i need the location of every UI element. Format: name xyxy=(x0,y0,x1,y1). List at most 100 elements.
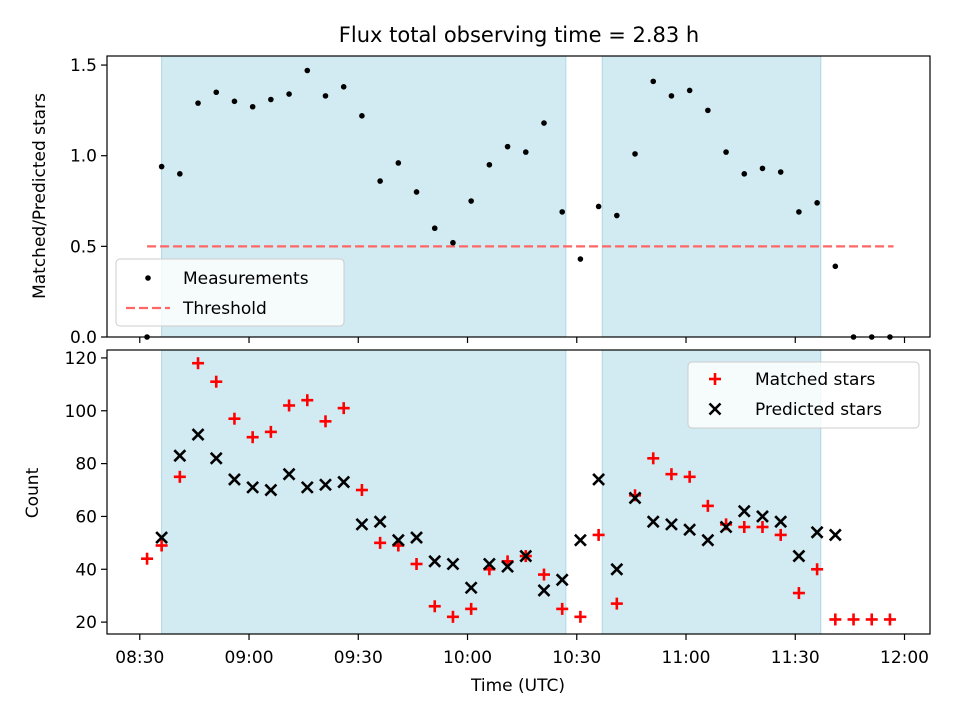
matched-star-point xyxy=(264,425,277,438)
x-tick-label: 08:30 xyxy=(115,648,164,668)
matched-star-point xyxy=(556,602,569,615)
measurement-point xyxy=(450,239,456,246)
predicted-star-point xyxy=(391,533,405,547)
predicted-star-point-b xyxy=(191,428,205,441)
y-tick-label: 20 xyxy=(75,613,97,633)
predicted-star-point-b xyxy=(228,473,241,486)
measurement-point xyxy=(395,160,402,166)
bottom-legend-box xyxy=(687,361,920,429)
measurement-point xyxy=(486,161,493,168)
top-legend: Measurements Threshold xyxy=(115,258,345,327)
matched-star-point xyxy=(610,597,623,610)
legend-matched-label: Matched stars xyxy=(755,370,875,390)
predicted-star-point xyxy=(628,491,642,505)
legend-measurements-label: Measurements xyxy=(183,269,309,289)
matched-star-point xyxy=(592,528,605,541)
measurement-point xyxy=(231,98,238,105)
measurement-point xyxy=(413,189,420,195)
legend-predicted-label: Predicted stars xyxy=(755,400,882,420)
predicted-star-point-b xyxy=(319,478,332,492)
predicted-star-point xyxy=(665,517,678,531)
predicted-star-point xyxy=(592,473,606,486)
predicted-star-point xyxy=(155,531,169,544)
predicted-star-point-b xyxy=(209,451,223,465)
measurement-point xyxy=(814,200,820,206)
predicted-star-point xyxy=(464,581,478,595)
predicted-star-point xyxy=(482,557,496,571)
matched-star-point xyxy=(283,399,296,412)
predicted-star-point-b xyxy=(828,528,842,542)
measurement-point xyxy=(668,93,675,99)
predicted-star-point xyxy=(555,573,569,587)
matched-star-point xyxy=(173,470,186,483)
measurement-point xyxy=(268,96,274,103)
predicted-star-point-b xyxy=(410,531,423,544)
predicted-star-point-b xyxy=(683,523,697,537)
measurement-point xyxy=(213,89,220,96)
predicted-star-point-b xyxy=(792,549,806,563)
predicted-star-point-b xyxy=(446,557,460,571)
x-tick-label: 10:00 xyxy=(443,648,492,668)
measurement-point xyxy=(614,212,620,219)
y-tick-label: 80 xyxy=(75,455,97,475)
y-tick-label: 100 xyxy=(65,402,97,422)
legend-predicted-cross xyxy=(708,402,722,416)
predicted-star-point xyxy=(810,525,824,539)
predicted-star-point-b xyxy=(337,475,351,489)
matched-star-point xyxy=(319,415,332,428)
predicted-star-point-b xyxy=(555,573,569,587)
x-tick-label: 10:30 xyxy=(552,648,601,668)
bottom-x-ticks: 08:30 09:00 09:30 10:00 10:30 11:00 11:30 12:00 xyxy=(115,634,929,668)
predicted-star-point-b xyxy=(373,515,387,529)
predicted-star-point xyxy=(246,480,260,494)
predicted-star-point xyxy=(756,510,769,523)
matched-star-point xyxy=(865,613,878,626)
measurement-point xyxy=(650,78,657,85)
bottom-legend: Matched stars Predicted stars xyxy=(687,361,920,429)
predicted-star-point xyxy=(191,428,205,441)
matched-star-point xyxy=(155,539,168,552)
matched-star-point xyxy=(665,468,678,481)
measurement-point xyxy=(723,149,729,155)
measurement-point xyxy=(559,209,565,215)
matched-star-point xyxy=(847,613,860,626)
shaded-span-1 xyxy=(601,55,822,338)
matched-star-point xyxy=(374,536,387,549)
matched-star-point xyxy=(192,357,205,370)
measurement-point xyxy=(322,93,329,99)
predicted-star-point xyxy=(373,515,387,529)
predicted-star-point-b xyxy=(774,515,788,529)
matched-star-point xyxy=(410,557,423,570)
bottom-panel: 20 40 60 80 100 120 08:30 09:00 09:30 10:00 10:30… xyxy=(23,349,931,696)
predicted-star-point xyxy=(209,451,223,465)
predicted-star-point xyxy=(319,478,332,492)
predicted-star-point xyxy=(646,515,660,529)
predicted-star-point-b xyxy=(719,520,733,534)
predicted-star-point xyxy=(519,549,533,563)
x-tick-label: 09:00 xyxy=(225,648,274,668)
predicted-star-point-b xyxy=(665,517,678,531)
predicted-star-point-b xyxy=(573,533,587,547)
predicted-star-point-b xyxy=(264,483,278,497)
predicted-star-point xyxy=(446,557,460,571)
shaded-span-0 xyxy=(161,349,567,635)
matched-star-point xyxy=(465,602,478,615)
matched-star-point xyxy=(141,552,154,565)
predicted-star-point-b xyxy=(282,467,296,481)
x-tick-label: 11:30 xyxy=(771,648,820,668)
measurement-point xyxy=(632,151,638,157)
measurement-point xyxy=(304,67,311,74)
measurement-point xyxy=(595,203,602,210)
measurement-point xyxy=(286,91,292,97)
y-tick-label: 0.0 xyxy=(70,328,97,348)
measurement-point xyxy=(359,113,365,119)
bottom-shaded-spans xyxy=(161,349,822,635)
predicted-stars-points xyxy=(155,428,842,597)
measurement-point xyxy=(832,263,839,270)
predicted-star-point-b xyxy=(756,510,769,523)
y-tick-label: 0.5 xyxy=(70,237,97,257)
matched-star-point xyxy=(355,484,368,497)
measurement-point xyxy=(705,107,711,114)
predicted-star-point-b xyxy=(610,562,624,576)
predicted-star-point xyxy=(410,531,423,544)
